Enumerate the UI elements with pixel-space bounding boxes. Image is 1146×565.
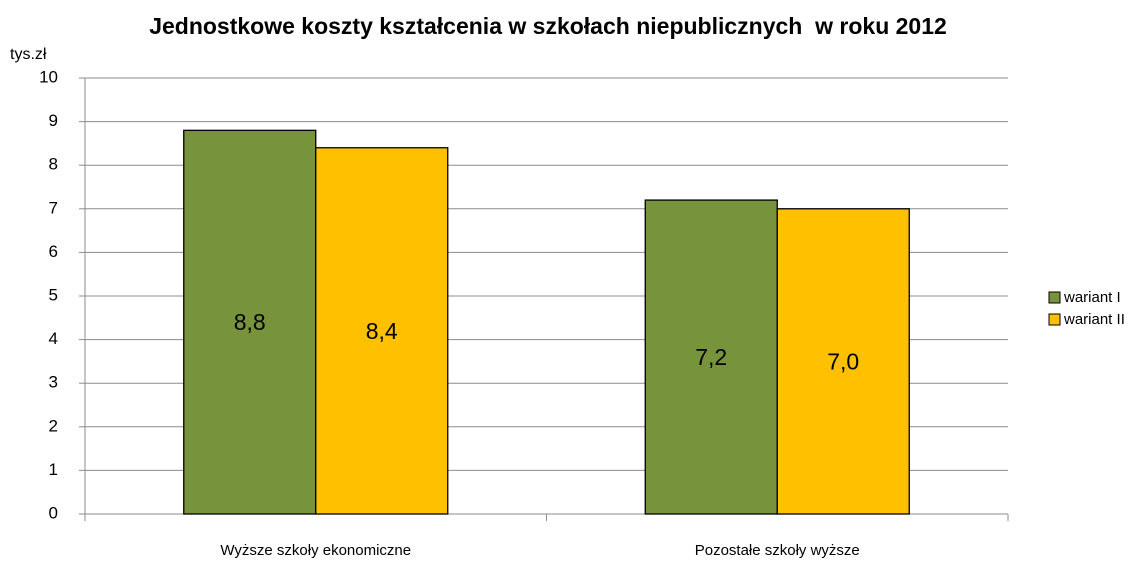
bar — [315, 147, 449, 515]
y-tick-label: 8 — [49, 155, 58, 174]
x-tick-label: Pozostałe szkoły wyższe — [695, 542, 860, 559]
y-tick-label: 2 — [49, 416, 58, 435]
y-tick-label: 9 — [49, 111, 58, 130]
value-label: 8,8 — [234, 309, 266, 335]
legend-swatch — [1048, 313, 1061, 326]
y-tick-label: 5 — [49, 285, 58, 304]
value-label: 8,4 — [366, 318, 398, 344]
y-tick-label: 1 — [49, 460, 58, 479]
legend-label: wariant II — [1063, 311, 1125, 328]
y-tick-label: 0 — [49, 503, 58, 522]
legend-label: wariant I — [1063, 289, 1121, 306]
value-label: 7,0 — [827, 348, 859, 374]
y-axis-label: tys.zł — [10, 46, 47, 63]
y-tick-label: 7 — [49, 198, 58, 217]
bar — [644, 199, 778, 515]
chart-title: Jednostkowe koszty kształcenia w szkołac… — [149, 13, 947, 39]
y-tick-label: 4 — [49, 329, 58, 348]
x-tick-label: Wyższe szkoły ekonomiczne — [220, 542, 411, 559]
bar — [776, 208, 910, 515]
value-label: 7,2 — [695, 344, 727, 370]
y-tick-label: 10 — [39, 67, 58, 86]
y-tick-label: 6 — [49, 242, 58, 261]
legend-swatch — [1048, 291, 1061, 304]
y-tick-label: 3 — [49, 373, 58, 392]
